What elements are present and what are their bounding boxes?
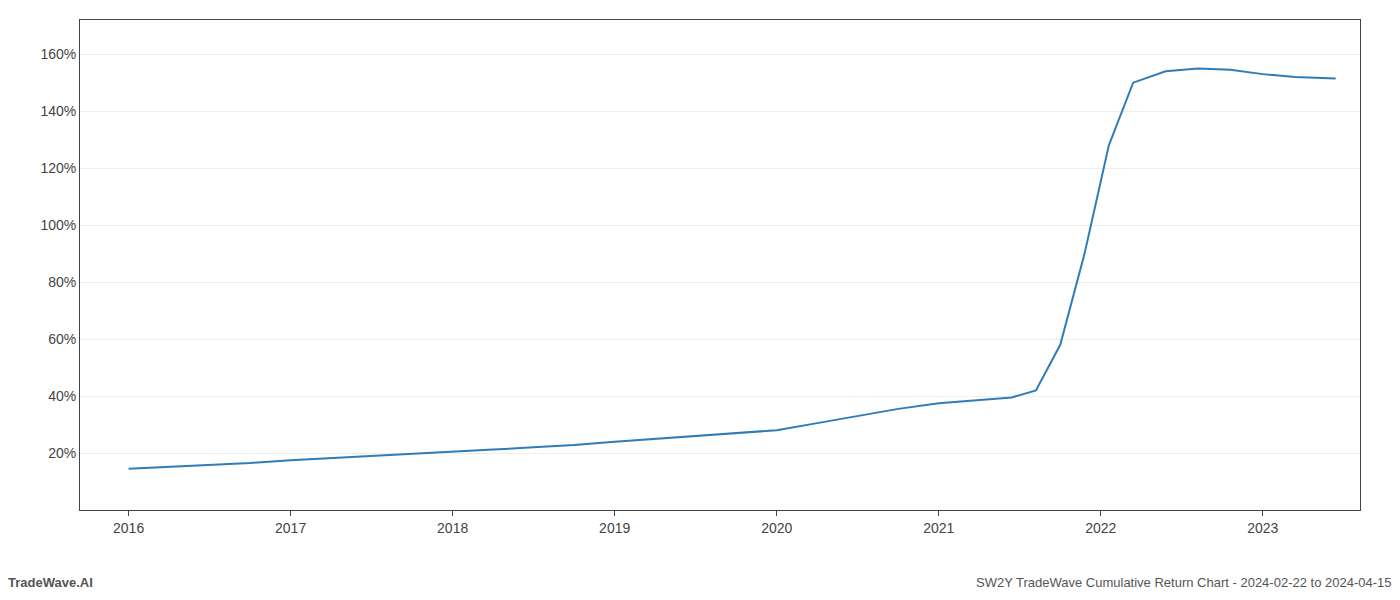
svg-text:2021: 2021 bbox=[923, 520, 954, 536]
svg-text:2016: 2016 bbox=[113, 520, 144, 536]
svg-text:2018: 2018 bbox=[437, 520, 468, 536]
svg-text:20%: 20% bbox=[48, 445, 76, 461]
svg-text:2022: 2022 bbox=[1085, 520, 1116, 536]
svg-text:2023: 2023 bbox=[1247, 520, 1278, 536]
svg-text:2019: 2019 bbox=[599, 520, 630, 536]
svg-text:SW2Y TradeWave Cumulative Retu: SW2Y TradeWave Cumulative Return Chart -… bbox=[976, 575, 1392, 590]
svg-text:140%: 140% bbox=[40, 103, 76, 119]
svg-text:2017: 2017 bbox=[275, 520, 306, 536]
svg-text:160%: 160% bbox=[40, 46, 76, 62]
svg-text:TradeWave.AI: TradeWave.AI bbox=[8, 575, 93, 590]
svg-text:40%: 40% bbox=[48, 388, 76, 404]
svg-text:120%: 120% bbox=[40, 160, 76, 176]
svg-text:100%: 100% bbox=[40, 217, 76, 233]
svg-text:2020: 2020 bbox=[761, 520, 792, 536]
svg-text:80%: 80% bbox=[48, 274, 76, 290]
svg-text:60%: 60% bbox=[48, 331, 76, 347]
